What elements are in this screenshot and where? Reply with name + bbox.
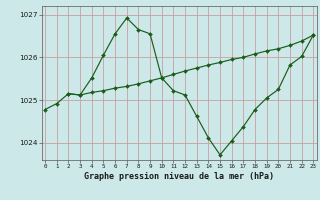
X-axis label: Graphe pression niveau de la mer (hPa): Graphe pression niveau de la mer (hPa) [84,172,274,181]
